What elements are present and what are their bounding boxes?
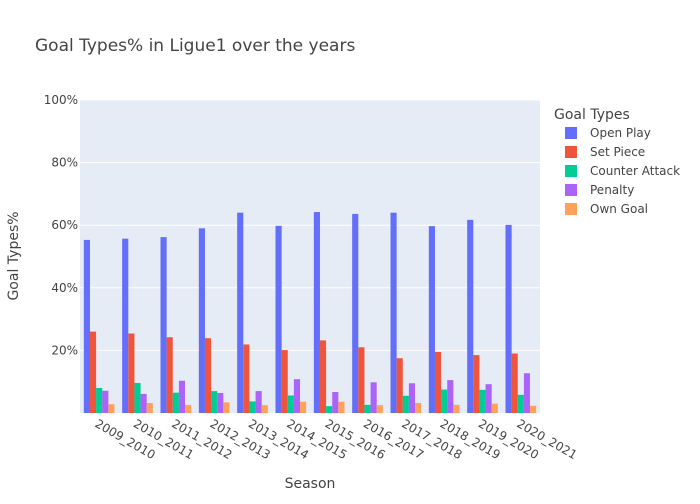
bar-open-play bbox=[198, 228, 205, 413]
y-tick-label: 60% bbox=[51, 218, 78, 232]
bar-counter-attack bbox=[402, 395, 409, 413]
bar-set-piece bbox=[204, 338, 212, 413]
x-axis-title: Season bbox=[285, 476, 336, 492]
bar-penalty bbox=[447, 380, 454, 413]
bar-set-piece bbox=[128, 333, 135, 413]
bar-penalty bbox=[255, 391, 262, 413]
bar-set-piece bbox=[319, 340, 327, 413]
bar-penalty bbox=[332, 392, 339, 413]
bar-penalty bbox=[293, 379, 301, 413]
bar-set-piece bbox=[166, 337, 173, 413]
bar-own-goal bbox=[453, 404, 460, 413]
bar-counter-attack bbox=[211, 391, 218, 413]
bar-open-play bbox=[352, 213, 359, 413]
bar-penalty bbox=[217, 392, 224, 413]
gridlines bbox=[80, 99, 540, 351]
bar-penalty bbox=[485, 384, 492, 413]
bar-own-goal bbox=[415, 402, 422, 413]
y-tick-label: 80% bbox=[51, 156, 78, 170]
bar-own-goal bbox=[530, 405, 537, 413]
bar-counter-attack bbox=[249, 401, 256, 413]
bar-open-play bbox=[160, 237, 167, 413]
bar-own-goal bbox=[223, 402, 230, 413]
bar-penalty bbox=[140, 393, 147, 413]
legend-label[interactable]: Penalty bbox=[590, 183, 634, 197]
bar-penalty bbox=[370, 382, 377, 413]
bar-own-goal bbox=[261, 405, 268, 413]
bar-open-play bbox=[467, 219, 474, 413]
bar-set-piece bbox=[281, 350, 288, 413]
bar-set-piece bbox=[434, 351, 442, 413]
y-tick-label: 40% bbox=[51, 281, 78, 295]
bar-open-play bbox=[428, 226, 435, 413]
bar-own-goal bbox=[376, 405, 383, 413]
bar-counter-attack bbox=[96, 387, 103, 413]
bar-open-play bbox=[237, 212, 244, 413]
legend-swatch[interactable] bbox=[565, 203, 577, 215]
y-tick-label: 100% bbox=[44, 93, 78, 107]
bar-own-goal bbox=[185, 404, 192, 413]
x-axis-ticks: 2009_20102010_20112011_20122012_20132013… bbox=[93, 416, 580, 462]
y-tick-label: 20% bbox=[51, 343, 78, 357]
bar-counter-attack bbox=[517, 394, 524, 413]
bar-counter-attack bbox=[479, 389, 486, 413]
bar-penalty bbox=[523, 373, 531, 413]
bar-open-play bbox=[505, 224, 512, 413]
bar-set-piece bbox=[89, 331, 97, 413]
bar-set-piece bbox=[511, 353, 518, 413]
bar-open-play bbox=[390, 212, 397, 413]
bar-counter-attack bbox=[134, 382, 141, 413]
bar-counter-attack bbox=[172, 392, 179, 413]
legend-swatch[interactable] bbox=[565, 165, 577, 177]
y-axis-ticks: 20% 40% 60% 80% 100% bbox=[44, 93, 78, 357]
legend-label[interactable]: Open Play bbox=[590, 126, 651, 140]
legend-swatch[interactable] bbox=[565, 184, 577, 196]
bar-set-piece bbox=[243, 344, 250, 413]
legend-label[interactable]: Counter Attack bbox=[590, 164, 680, 178]
legend-label[interactable]: Own Goal bbox=[590, 202, 648, 216]
bar-counter-attack bbox=[287, 395, 294, 413]
bar-set-piece bbox=[358, 347, 365, 413]
chart-title: Goal Types% in Ligue1 over the years bbox=[35, 36, 355, 56]
bar-penalty bbox=[178, 380, 186, 413]
bars bbox=[83, 212, 537, 413]
bar-set-piece bbox=[396, 358, 403, 413]
bar-penalty bbox=[102, 390, 109, 413]
bar-counter-attack bbox=[441, 389, 448, 413]
bar-counter-attack bbox=[326, 406, 333, 413]
plot-background bbox=[80, 100, 540, 413]
bar-own-goal bbox=[146, 402, 153, 413]
legend[interactable]: Goal Types Open Play Set Piece Counter Att… bbox=[554, 107, 680, 216]
bar-counter-attack bbox=[364, 404, 371, 413]
bar-open-play bbox=[313, 212, 320, 413]
bar-own-goal bbox=[300, 401, 307, 413]
bar-set-piece bbox=[473, 355, 480, 413]
y-axis-title: Goal Types% bbox=[6, 211, 22, 300]
bar-own-goal bbox=[338, 401, 345, 413]
bar-open-play bbox=[275, 225, 282, 413]
bar-open-play bbox=[122, 238, 129, 413]
legend-label[interactable]: Set Piece bbox=[590, 145, 645, 159]
bar-penalty bbox=[408, 383, 416, 413]
legend-swatch[interactable] bbox=[565, 127, 577, 139]
bar-open-play bbox=[83, 239, 90, 413]
bar-own-goal bbox=[491, 403, 498, 413]
legend-swatch[interactable] bbox=[565, 146, 577, 158]
legend-title: Goal Types bbox=[554, 107, 630, 123]
bar-own-goal bbox=[108, 404, 115, 413]
